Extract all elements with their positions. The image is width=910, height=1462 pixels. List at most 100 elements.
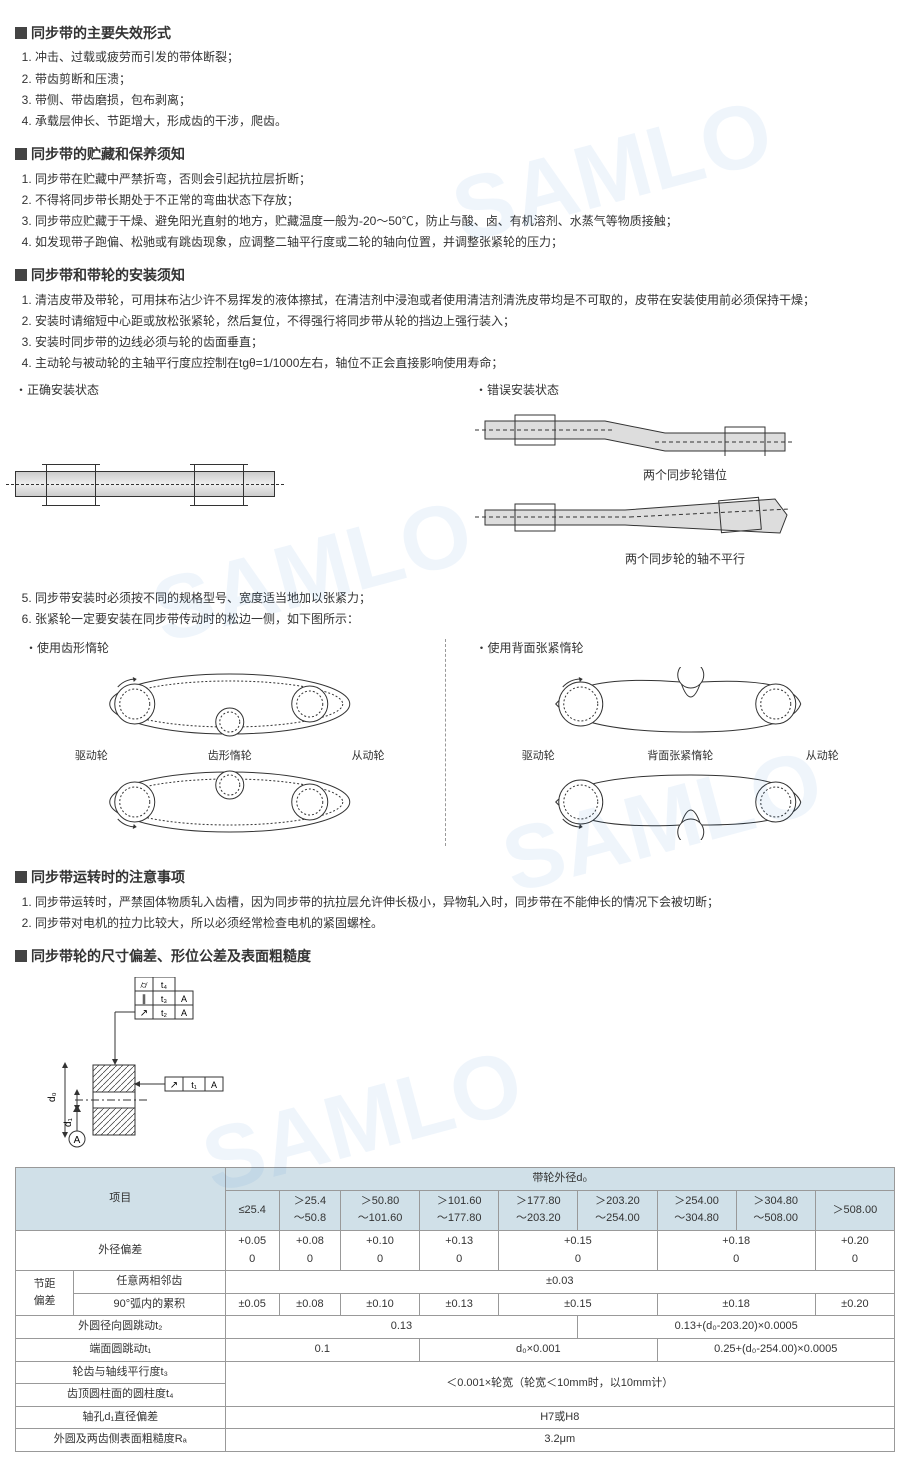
section-running-title: 同步带运转时的注意事项	[15, 866, 895, 888]
cell: ±0.10	[340, 1293, 419, 1316]
title-text: 同步带和带轮的安装须知	[31, 264, 185, 286]
correct-label: ・正确安装状态	[15, 381, 435, 400]
cell: 0.13+(d₀-203.20)×0.0005	[578, 1316, 895, 1339]
row-group-label: 节距偏差	[16, 1271, 74, 1316]
section-tolerance-title: 同步带轮的尺寸偏差、形位公差及表面粗糙度	[15, 945, 895, 967]
title-text: 同步带的贮藏和保养须知	[31, 143, 185, 165]
list-item: 如发现带子跑偏、松驰或有跳齿现象，应调整二轴平行度或二轮的轴向位置，并调整张紧轮…	[35, 233, 895, 252]
cell: ±0.08	[279, 1293, 340, 1316]
row-label: 轴孔d₁直径偏差	[16, 1406, 226, 1429]
svg-text:↗: ↗	[140, 1008, 148, 1019]
svg-text:⌭: ⌭	[140, 980, 148, 991]
list-item: 安装时请缩短中心距或放松张紧轮，然后复位，不得强行将同步带从轮的挡边上强行装入；	[35, 312, 895, 331]
row-label: 轮齿与轴线平行度t₃	[16, 1361, 226, 1384]
cell: 0.13	[225, 1316, 578, 1339]
row-label: 任意两相邻齿	[74, 1271, 225, 1294]
install-list-b: 同步带安装时必须按不同的规格型号、宽度适当地加以张紧力； 张紧轮一定要安装在同步…	[15, 589, 895, 629]
tooth-idler-top-diagram	[25, 667, 435, 742]
list-item: 带齿剪断和压溃；	[35, 70, 895, 89]
driven-label: 从动轮	[806, 748, 839, 766]
idler-labels-row: 驱动轮 齿形惰轮 从动轮	[25, 748, 435, 766]
list-item: 清洁皮带及带轮，可用抹布沾少许不易挥发的液体擦拭，在清洁剂中浸泡或者使用清洁剂清…	[35, 291, 895, 310]
gdt-diagram: ⌭ t₄ ∥ t₃ A ↗ t₂ A ↗ t₁ A d₀ d₁ A	[25, 977, 245, 1157]
svg-text:t₂: t₂	[161, 1008, 168, 1018]
th-range: ＞101.60～177.80	[420, 1190, 499, 1230]
list-item: 同步带对电机的拉力比较大，所以必须经常检查电机的紧固螺栓。	[35, 914, 895, 933]
cell: ±0.15	[499, 1293, 657, 1316]
svg-text:A: A	[181, 1008, 187, 1018]
title-text: 同步带轮的尺寸偏差、形位公差及表面粗糙度	[31, 945, 311, 967]
belt-offset-diagram	[475, 411, 795, 456]
row-label: 外圆及两齿侧表面粗糙度Rₐ	[16, 1429, 226, 1452]
row-label: 齿顶圆柱面的圆柱度t₄	[16, 1384, 226, 1407]
belt-nonparallel-diagram	[475, 495, 795, 540]
th-range: ＞203.20～254.00	[578, 1190, 657, 1230]
nonparallel-caption: 两个同步轮的轴不平行	[475, 550, 895, 569]
driven-label: 从动轮	[352, 748, 385, 766]
svg-text:d₀: d₀	[47, 1093, 58, 1103]
list-item: 不得将同步带长期处于不正常的弯曲状态下存放；	[35, 191, 895, 210]
cell: ±0.18	[657, 1293, 815, 1316]
idler-labels-row: 驱动轮 背面张紧惰轮 从动轮	[476, 748, 886, 766]
list-item: 同步带运转时，严禁固体物质轧入齿槽，因为同步带的抗拉层允许伸长极小，异物轧入时，…	[35, 893, 895, 912]
th-range: ＞25.4～50.8	[279, 1190, 340, 1230]
storage-list: 同步带在贮藏中严禁折弯，否则会引起抗拉层折断； 不得将同步带长期处于不正常的弯曲…	[15, 170, 895, 253]
cell: ±0.13	[420, 1293, 499, 1316]
section-install-title: 同步带和带轮的安装须知	[15, 264, 895, 286]
list-item: 安装时同步带的边线必须与轮的齿面垂直；	[35, 333, 895, 352]
svg-text:A: A	[74, 1135, 81, 1146]
back-idler-bottom-diagram	[476, 765, 886, 840]
drive-label: 驱动轮	[522, 748, 555, 766]
back-idler-col: ・使用背面张紧惰轮 驱动轮 背面张紧惰轮 从动轮	[466, 639, 896, 846]
running-list: 同步带运转时，严禁固体物质轧入齿槽，因为同步带的抗拉层允许伸长极小，异物轧入时，…	[15, 893, 895, 933]
svg-text:∥: ∥	[142, 994, 147, 1005]
svg-text:t₃: t₃	[161, 994, 168, 1004]
back-idler-top-diagram	[476, 667, 886, 742]
tolerance-table: 项目 带轮外径d₀ ≤25.4 ＞25.4～50.8 ＞50.80～101.60…	[15, 1167, 895, 1452]
list-item: 同步带在贮藏中严禁折弯，否则会引起抗拉层折断；	[35, 170, 895, 189]
idler-diagram-row: ・使用齿形惰轮 驱动轮 齿形惰轮 从动轮	[15, 639, 895, 846]
cell: ±0.05	[225, 1293, 279, 1316]
th-item: 项目	[16, 1168, 226, 1231]
cell: ±0.03	[225, 1271, 894, 1294]
back-idler-label: ・使用背面张紧惰轮	[476, 639, 886, 658]
tooth-idler-label-text: 齿形惰轮	[208, 748, 252, 766]
row-label: 90°弧内的累积	[74, 1293, 225, 1316]
list-item: 冲击、过载或疲劳而引发的带体断裂；	[35, 48, 895, 67]
tooth-idler-bottom-diagram	[25, 765, 435, 840]
back-idler-label-text: 背面张紧惰轮	[647, 748, 713, 766]
wrong-install-col: ・错误安装状态 两个同步轮错位 两个同步轮的轴不平行	[475, 381, 895, 569]
tooth-idler-label: ・使用齿形惰轮	[25, 639, 435, 658]
wrong-label: ・错误安装状态	[475, 381, 895, 400]
list-item: 同步带应贮藏于干燥、避免阳光直射的地方，贮藏温度一般为-20～50℃，防止与酸、…	[35, 212, 895, 231]
th-dia: 带轮外径d₀	[225, 1168, 894, 1191]
cell: 0.1	[225, 1339, 420, 1362]
list-item: 带侧、带齿磨损，包布剥离；	[35, 91, 895, 110]
list-item: 主动轮与被动轮的主轴平行度应控制在tgθ=1/1000左右，轴位不正会直接影响使…	[35, 354, 895, 373]
cell: 3.2μm	[225, 1429, 894, 1452]
failure-list: 冲击、过载或疲劳而引发的带体断裂； 带齿剪断和压溃； 带侧、带齿磨损，包布剥离；…	[15, 48, 895, 131]
row-label: 端面圆跳动t₁	[16, 1339, 226, 1362]
list-item: 承载层伸长、节距增大，形成齿的干涉，爬齿。	[35, 112, 895, 131]
svg-text:↗: ↗	[170, 1080, 178, 1091]
cell: ±0.20	[815, 1293, 894, 1316]
tooth-idler-col: ・使用齿形惰轮 驱动轮 齿形惰轮 从动轮	[15, 639, 446, 846]
svg-text:t₁: t₁	[191, 1080, 197, 1090]
title-text: 同步带运转时的注意事项	[31, 866, 185, 888]
th-range: ＞177.80～203.20	[499, 1190, 578, 1230]
th-range: ＞254.00～304.80	[657, 1190, 736, 1230]
cell: d₀×0.001	[420, 1339, 657, 1362]
cell: H7或H8	[225, 1406, 894, 1429]
th-range: ≤25.4	[225, 1190, 279, 1230]
list-item: 张紧轮一定要安装在同步带传动时的松边一侧，如下图所示：	[35, 610, 895, 629]
install-list-a: 清洁皮带及带轮，可用抹布沾少许不易挥发的液体擦拭，在清洁剂中浸泡或者使用清洁剂清…	[15, 291, 895, 374]
cell: ＜0.001×轮宽（轮宽＜10mm时，以10mm计）	[225, 1361, 894, 1406]
list-item: 同步带安装时必须按不同的规格型号、宽度适当地加以张紧力；	[35, 589, 895, 608]
svg-text:d₁: d₁	[63, 1118, 74, 1128]
cell: 0.25+(d₀-254.00)×0.0005	[657, 1339, 894, 1362]
correct-install-col: ・正确安装状态	[15, 381, 435, 569]
title-text: 同步带的主要失效形式	[31, 22, 171, 44]
svg-text:A: A	[211, 1080, 217, 1090]
drive-label: 驱动轮	[75, 748, 108, 766]
offset-caption: 两个同步轮错位	[475, 466, 895, 485]
